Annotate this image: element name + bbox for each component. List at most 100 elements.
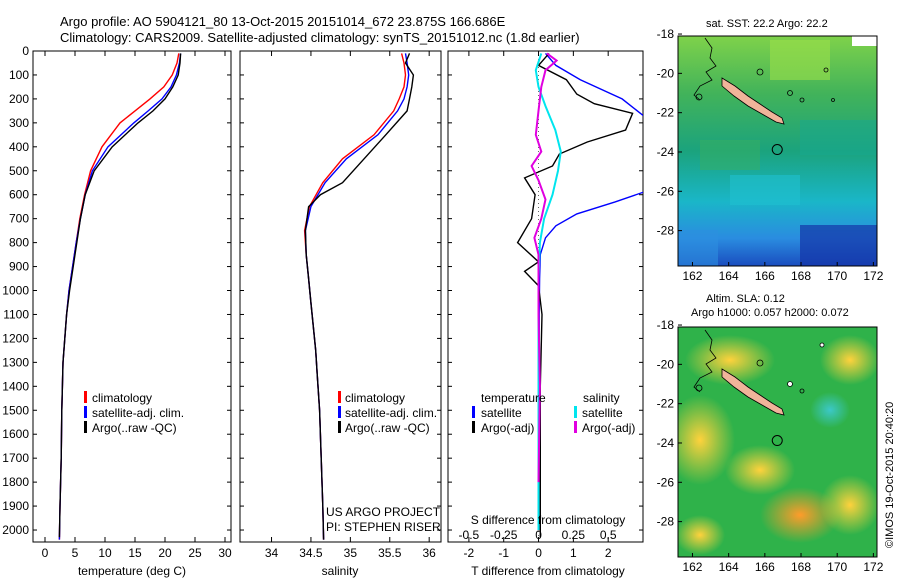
pi-credit: PI: STEPHEN RISER [326, 520, 441, 534]
sla-anomaly [678, 515, 725, 555]
legend-title-temperature: temperature [481, 391, 546, 405]
new-caledonia-landmass [721, 77, 785, 125]
x-tick-label: 10 [98, 546, 112, 560]
islet [756, 68, 764, 76]
difference-profile-lines [516, 51, 643, 542]
legend-swatch-s-argo [574, 421, 577, 433]
map-lon-label: 162 [682, 560, 702, 574]
islet [695, 93, 703, 101]
depth-tick-label: 900 [9, 260, 29, 274]
sst-map-title: sat. SST: 22.2 Argo: 22.2 [706, 18, 828, 30]
legend-swatch-t-argo [472, 421, 475, 433]
sla-anomaly [685, 335, 775, 385]
islet [787, 90, 793, 96]
sst-map-frame [677, 35, 878, 267]
argo-float-marker [771, 435, 783, 447]
legend-label-argo: Argo(..raw -QC) [92, 421, 177, 435]
sla-anomaly [820, 475, 877, 535]
depth-tick-label: 200 [9, 92, 29, 106]
sst-map-field [678, 36, 877, 266]
depth-tick-label: 300 [9, 116, 29, 130]
legend-swatch-satellite [84, 406, 87, 418]
map-lon-label: 168 [791, 269, 811, 283]
islet [823, 67, 829, 73]
salinity-axes-frame [239, 50, 442, 543]
argo-profile-line [58, 53, 182, 538]
islet [819, 342, 825, 348]
x-tick-label: 0 [42, 546, 49, 560]
difference-axes-frame [447, 50, 644, 543]
salinity-panel: 34 34.5 35 35.5 36 salinity climatology sate… [239, 50, 442, 578]
new-caledonia-landmass [721, 368, 785, 416]
legend-label-climatology: climatology [345, 391, 405, 405]
map-lon-label: 166 [755, 560, 775, 574]
legend-swatch-s-satellite [574, 406, 577, 418]
depth-tick-label: 1700 [2, 451, 29, 465]
map-lon-label: 170 [827, 269, 847, 283]
islet [799, 97, 805, 103]
depth-tick-label: 1500 [2, 403, 29, 417]
x-tick-label: 15 [128, 546, 142, 560]
x-tick-label: 35.5 [378, 546, 402, 560]
legend-swatch-climatology [84, 391, 87, 403]
depth-tick-label: 1800 [2, 475, 29, 489]
legend-label-satellite: satellite-adj. clim. [92, 406, 184, 420]
imos-watermark: ©IMOS 19-Oct-2015 20:40:20 [884, 402, 896, 548]
x-tick-label: 34 [265, 546, 279, 560]
depth-tick-label: 1900 [2, 499, 29, 513]
sla-map-title-line-2: Argo h1000: 0.057 h2000: 0.072 [691, 307, 849, 319]
depth-tick-label: 1100 [3, 307, 29, 321]
x-tick-label: 36 [422, 546, 436, 560]
t-difference-axis-label: T difference from climatology [471, 564, 625, 578]
legend-swatch-t-satellite [472, 406, 475, 418]
s-diff-tick-label: -0.25 [490, 528, 518, 542]
map-lon-label: 164 [719, 560, 739, 574]
map-lat-label: -28 [657, 515, 675, 529]
map-lat-label: -26 [657, 184, 675, 198]
temperature-x-axis-label: temperature (deg C) [78, 564, 186, 578]
islet [787, 381, 793, 387]
depth-tick-label: 0 [22, 44, 29, 58]
map-lon-label: 170 [827, 560, 847, 574]
temperature-legend: climatology satellite-adj. clim. Argo(..… [84, 391, 184, 435]
legend-label-s-argo: Argo(-adj) [582, 421, 635, 435]
argo-float-marker [771, 144, 783, 156]
sst-missing-data [852, 36, 877, 46]
x-tick-label: -2 [464, 546, 475, 560]
depth-tick-label: 700 [9, 212, 29, 226]
sla-anomaly [725, 445, 795, 495]
s-diff-tick-label: 0.25 [562, 528, 586, 542]
sst-patch [700, 140, 760, 170]
depth-tick-label: 800 [9, 236, 29, 250]
map-lon-label: 166 [755, 269, 775, 283]
legend-label-satellite: satellite-adj. clim. [345, 406, 437, 420]
salinity-legend: climatology satellite-adj. clim. Argo(..… [338, 391, 437, 435]
depth-tick-label: 1200 [2, 331, 29, 345]
depth-tick-label: 1400 [2, 379, 29, 393]
x-tick-label: 2 [605, 546, 612, 560]
x-tick-label: 30 [218, 546, 232, 560]
salinity-x-ticks: 34 34.5 35 35.5 36 [240, 50, 441, 560]
depth-tick-label: 2000 [2, 523, 29, 537]
sla-map-title-line-1: Altim. SLA: 0.12 [706, 293, 785, 305]
x-tick-label: 0 [535, 546, 542, 560]
sst-patch [800, 120, 877, 155]
map-lon-label: 172 [863, 269, 883, 283]
map-lat-label: -18 [657, 318, 675, 332]
legend-swatch-argo [338, 421, 341, 433]
depth-tick-label: 100 [9, 68, 29, 82]
temperature-profile-lines [58, 53, 182, 540]
reef-outline [693, 37, 717, 101]
s-difference-axis-label: S difference from climatology [471, 513, 626, 527]
map-lat-label: -26 [657, 475, 675, 489]
s-diff-tick-label: -0.5 [459, 528, 480, 542]
salinity-x-axis-label: salinity [322, 564, 359, 578]
x-tick-label: 25 [188, 546, 202, 560]
sla-anomaly [678, 395, 735, 485]
depth-tick-label: 1000 [2, 284, 29, 298]
figure-title-line-1: Argo profile: AO 5904121_80 13-Oct-2015 … [60, 14, 506, 29]
map-lat-label: -18 [657, 27, 675, 41]
legend-swatch-climatology [338, 391, 341, 403]
map-lat-label: -24 [657, 436, 675, 450]
map-lon-label: 172 [863, 560, 883, 574]
